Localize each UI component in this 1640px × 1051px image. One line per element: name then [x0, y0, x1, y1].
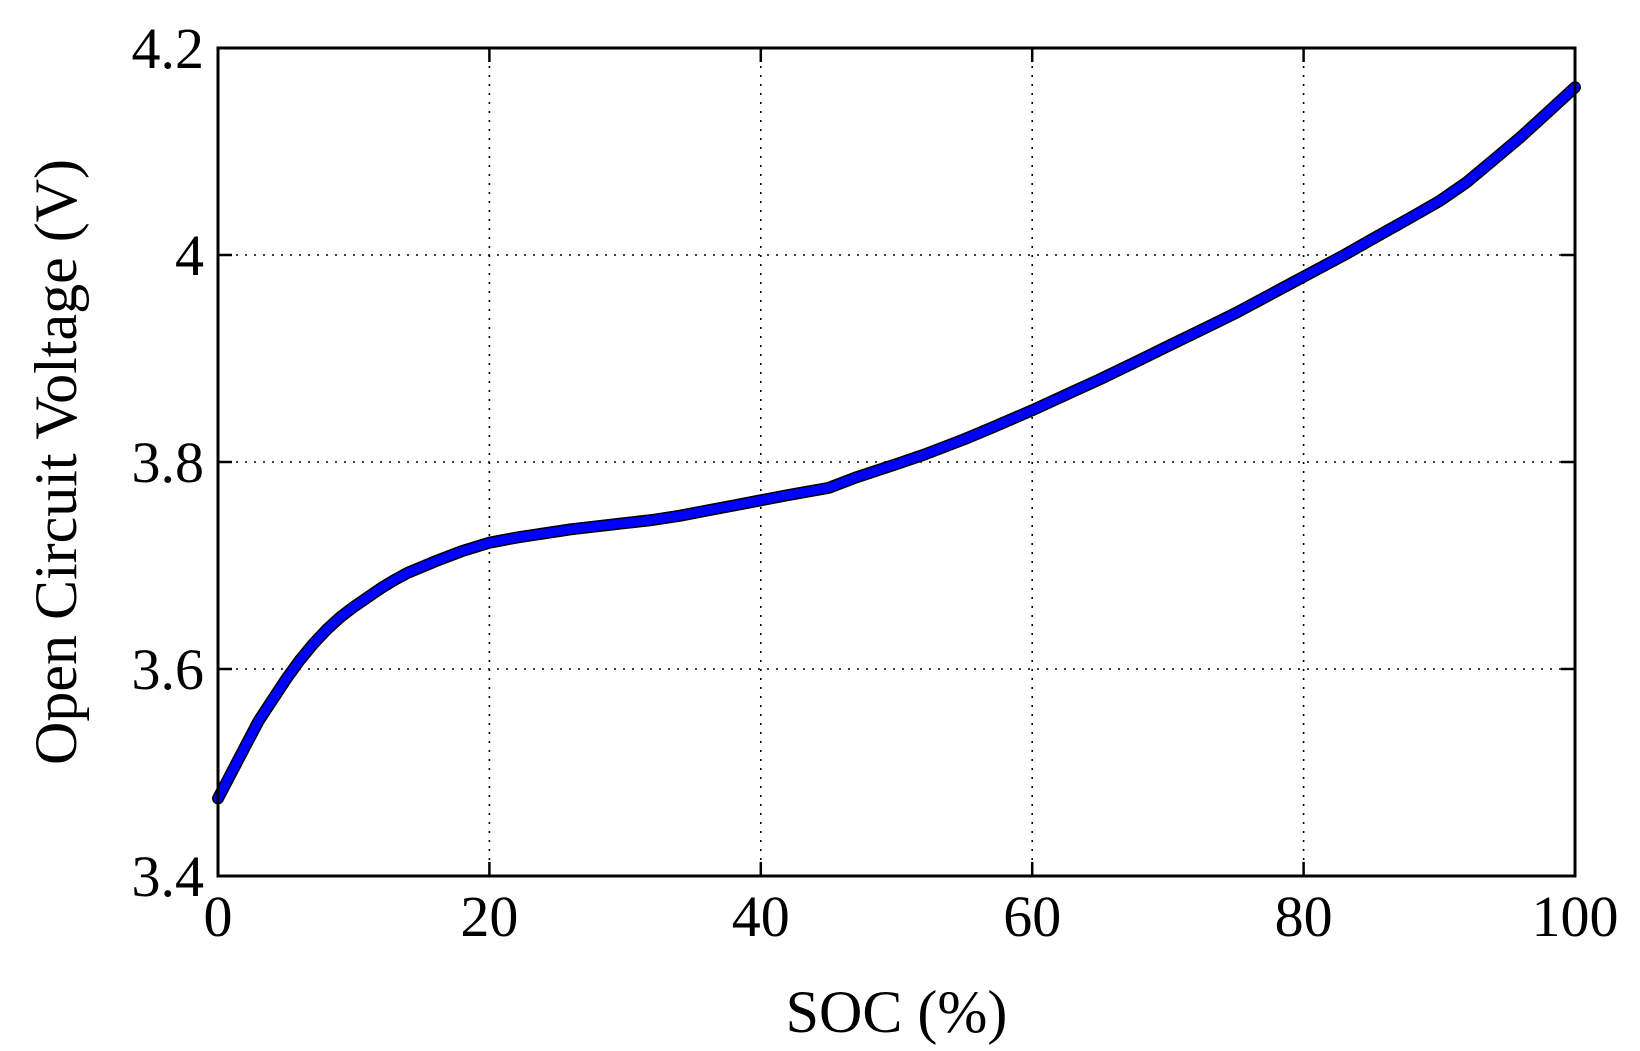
y-tick-label: 3.6 — [132, 637, 205, 702]
y-tick-label: 3.4 — [132, 844, 205, 909]
x-tick-label: 0 — [204, 884, 233, 949]
x-tick-label: 60 — [1003, 884, 1061, 949]
x-axis-label: SOC (%) — [786, 979, 1008, 1045]
grid-lines — [218, 48, 1575, 876]
x-tick-label: 80 — [1275, 884, 1333, 949]
axis-ticks — [216, 46, 1577, 878]
y-tick-labels: 3.4 3.6 3.8 4 4.2 — [132, 16, 205, 909]
x-tick-label: 100 — [1532, 884, 1619, 949]
series-line — [213, 82, 1580, 803]
x-tick-labels: 0 20 40 60 80 100 — [204, 884, 1619, 949]
y-tick-label: 4 — [175, 223, 204, 288]
y-axis-label: Open Circuit Voltage (V) — [23, 159, 89, 765]
y-tick-label: 4.2 — [132, 16, 205, 81]
x-tick-label: 20 — [460, 884, 518, 949]
y-tick-label: 3.8 — [132, 430, 205, 495]
series-layer — [212, 81, 1581, 805]
series-line-shadow — [212, 81, 1581, 805]
x-tick-label: 40 — [732, 884, 790, 949]
